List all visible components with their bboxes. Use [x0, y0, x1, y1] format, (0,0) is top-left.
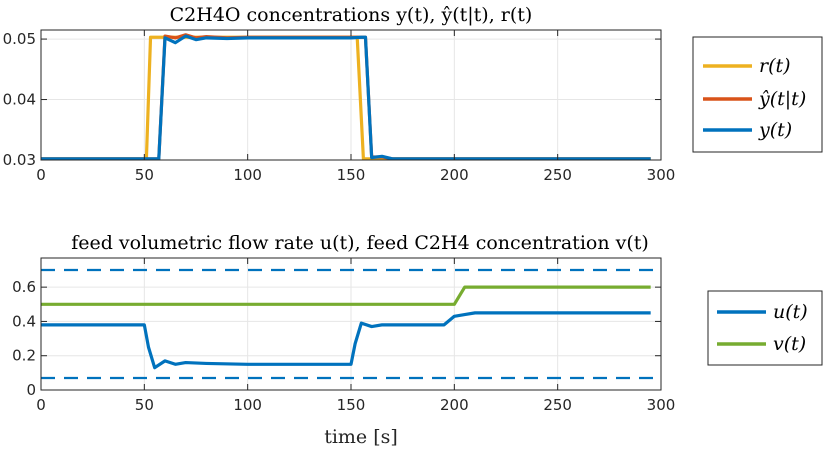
- concentrations-y-tick-label: 0.03: [3, 151, 36, 169]
- concentrations-series-line-0: [41, 35, 651, 161]
- legend-y-label: y(t): [758, 119, 792, 141]
- flow-x-tick-label: 150: [337, 396, 366, 414]
- concentrations-series: [41, 33, 651, 161]
- flow-legend-box: [707, 290, 823, 366]
- concentrations-subplot: C2H4O concentrations y(t), ŷ(t|t), r(t) …: [3, 4, 676, 184]
- flow-x-tick-label: 200: [440, 396, 469, 414]
- concentrations-x-tick-label: 200: [440, 166, 469, 184]
- concentrations-legend-box: [692, 36, 823, 153]
- concentrations-x-tick-label: 250: [543, 166, 572, 184]
- concentrations-y-ticks: 0.03 0.04 0.05: [3, 30, 661, 169]
- flow-x-axis-label: time [s]: [324, 426, 398, 448]
- flow-legend: u(t) v(t): [707, 290, 823, 366]
- concentrations-legend: r(t) ŷ(t|t) y(t): [692, 36, 823, 153]
- flow-x-tick-label: 100: [233, 396, 262, 414]
- legend-r-label: r(t): [759, 55, 791, 77]
- concentrations-x-tick-label: 0: [36, 166, 46, 184]
- flow-y-tick-label: 0.4: [12, 312, 36, 330]
- concentrations-x-tick-label: 100: [233, 166, 262, 184]
- concentrations-series-line-1: [41, 33, 651, 161]
- concentrations-x-tick-label: 150: [337, 166, 366, 184]
- legend-v-label: v(t): [773, 333, 806, 355]
- flow-series: [41, 285, 651, 370]
- concentrations-y-tick-label: 0.05: [3, 30, 36, 48]
- flow-x-tick-label: 50: [135, 396, 154, 414]
- flow-bounds: [41, 268, 661, 380]
- flow-series-line-0: [41, 311, 651, 370]
- concentrations-x-tick-label: 300: [647, 166, 676, 184]
- flow-x-tick-label: 0: [36, 396, 46, 414]
- flow-series-line-1: [41, 285, 651, 306]
- flow-y-tick-label: 0.2: [12, 347, 36, 365]
- legend-u-label: u(t): [773, 301, 808, 323]
- concentrations-title: C2H4O concentrations y(t), ŷ(t|t), r(t): [170, 4, 533, 26]
- flow-y-tick-label: 0: [26, 381, 36, 399]
- flow-x-tick-label: 250: [543, 396, 572, 414]
- concentrations-y-tick-label: 0.04: [3, 91, 36, 109]
- flow-x-ticks: 0 50 100 150 200 250 300: [36, 258, 675, 414]
- legend-yhat-label: ŷ(t|t): [758, 88, 806, 110]
- flow-subplot: feed volumetric flow rate u(t), feed C2H…: [12, 232, 675, 448]
- concentrations-x-ticks: 0 50 100 150 200 250 300: [36, 30, 675, 184]
- flow-y-ticks: 0 0.2 0.4 0.6: [12, 278, 661, 399]
- concentrations-grid: [40, 30, 662, 161]
- flow-y-tick-label: 0.6: [12, 278, 36, 296]
- concentrations-x-tick-label: 50: [135, 166, 154, 184]
- flow-x-tick-label: 300: [647, 396, 676, 414]
- concentrations-series-line-2: [41, 34, 651, 161]
- flow-title: feed volumetric flow rate u(t), feed C2H…: [71, 232, 649, 254]
